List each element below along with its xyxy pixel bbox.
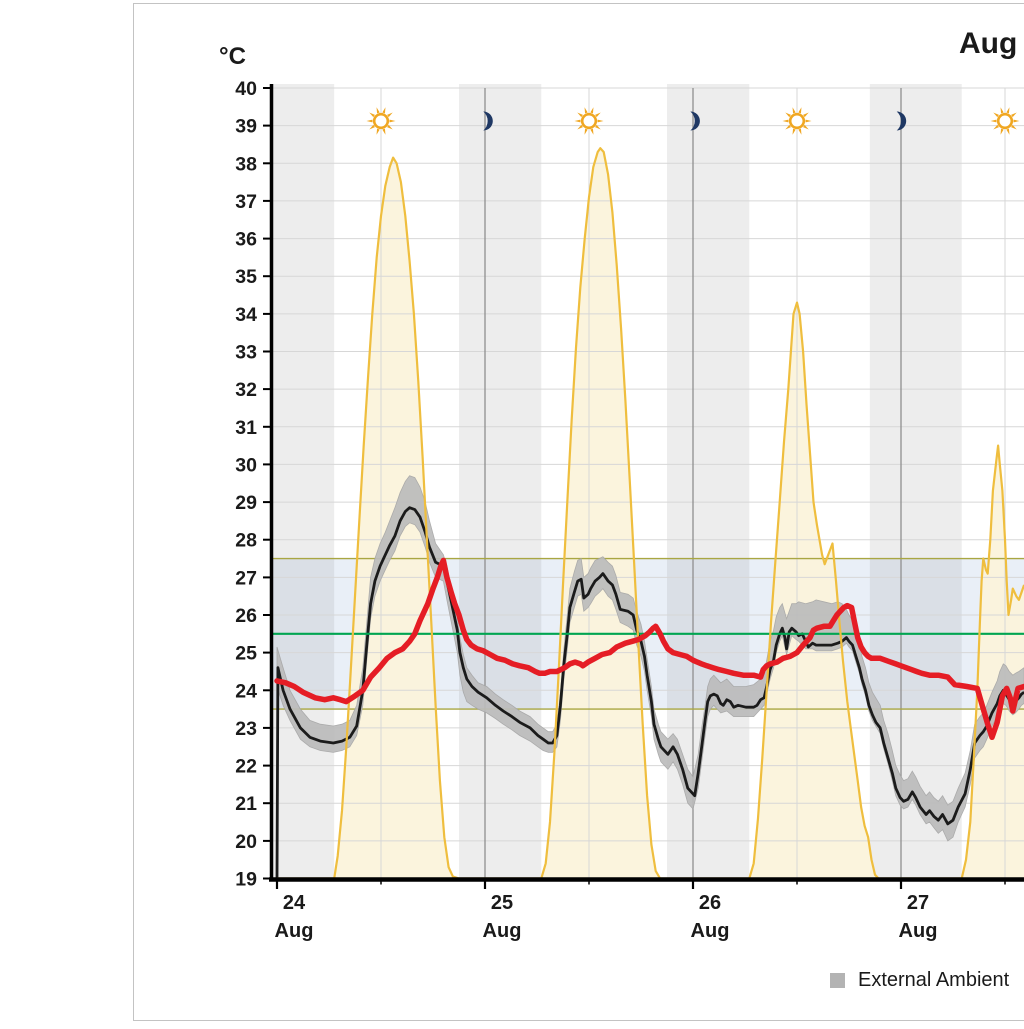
y-tick-label: 30 [235,454,257,476]
y-axis-tick-labels: 19 20 21 22 23 24 25 26 27 28 29 30 31 32 33 34 35 36 37 38… [235,78,257,891]
y-tick-label: 29 [235,492,257,514]
y-tick-label: 32 [235,379,257,401]
x-tick-label: 24 [283,892,306,914]
legend-label-external-ambient: External Ambient [858,969,1009,992]
y-tick-label: 33 [235,342,257,364]
y-tick-label: 26 [235,605,257,627]
horizontal-gridlines [272,88,1024,841]
y-tick-label: 27 [235,567,257,589]
x-tick-label: Aug [691,920,730,942]
y-tick-label: 20 [235,831,257,853]
y-tick-label: 35 [235,266,257,288]
night-band [272,84,334,881]
y-tick-label: 21 [235,793,257,815]
x-tick-label: Aug [899,920,938,942]
night-band [459,84,541,881]
y-tick-label: 37 [235,191,257,213]
y-tick-label: 22 [235,756,257,778]
y-tick-label: 40 [235,78,257,100]
plot-area [263,84,1024,889]
y-tick-label: 19 [235,869,257,891]
y-tick-label: 24 [235,680,257,702]
y-tick-label: 25 [235,643,257,665]
y-tick-label: 36 [235,229,257,251]
x-axis-tick-labels: 24 Aug 25 Aug 26 Aug 27 Aug [275,892,938,942]
night-band [870,84,962,881]
x-tick-label: Aug [483,920,522,942]
y-tick-label: 23 [235,718,257,740]
y-tick-label: 31 [235,417,257,439]
y-tick-label: 39 [235,116,257,138]
y-tick-label: 28 [235,530,257,552]
chart-title: Aug [959,27,1017,60]
x-tick-label: 26 [699,892,721,914]
plot-series-layer [272,84,1024,881]
y-tick-label: 38 [235,153,257,175]
y-axis-unit-label: °C [219,43,246,70]
x-tick-label: 25 [491,892,513,914]
y-tick-label: 34 [235,304,257,326]
legend-swatch-external-ambient-icon [830,973,845,988]
x-tick-label: 27 [907,892,929,914]
x-tick-label: Aug [275,920,314,942]
chart-legend: External Ambient [830,969,1009,992]
